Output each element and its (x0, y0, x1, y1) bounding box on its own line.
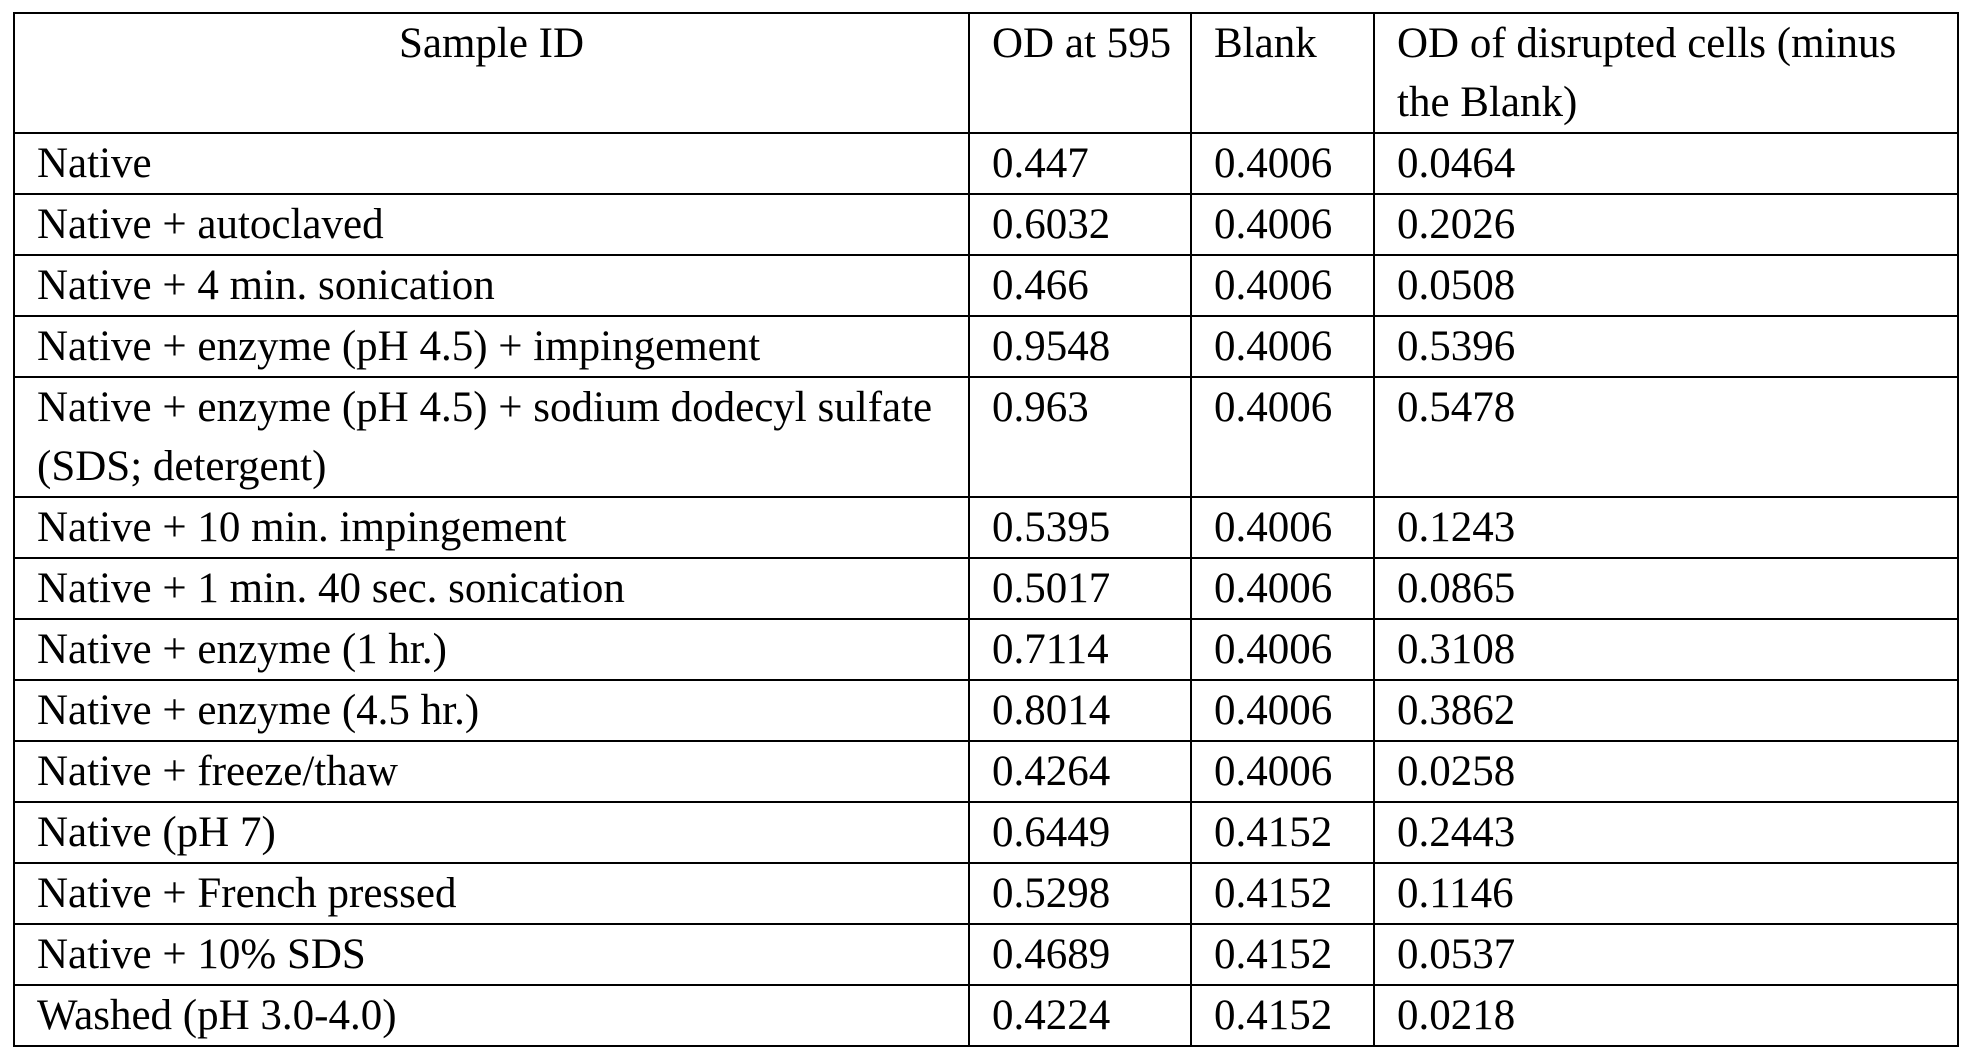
value-cell: 0.0508 (1374, 255, 1958, 316)
table-row: Washed (pH 3.0-4.0)0.42240.41520.0218 (14, 985, 1958, 1046)
table-row: Native + enzyme (1 hr.)0.71140.40060.310… (14, 619, 1958, 680)
value-cell: 0.1146 (1374, 863, 1958, 924)
value-cell: 0.4006 (1191, 741, 1374, 802)
table-row: Native (pH 7)0.64490.41520.2443 (14, 802, 1958, 863)
table-row: Native0.4470.40060.0464 (14, 133, 1958, 194)
value-cell: 0.4006 (1191, 497, 1374, 558)
table-row: Native + 10 min. impingement0.53950.4006… (14, 497, 1958, 558)
table-row: Native + freeze/thaw0.42640.40060.0258 (14, 741, 1958, 802)
value-cell: 0.6449 (969, 802, 1191, 863)
value-cell: 0.6032 (969, 194, 1191, 255)
sample-cell: Native + enzyme (pH 4.5) + impingement (14, 316, 969, 377)
value-cell: 0.4006 (1191, 133, 1374, 194)
value-cell: 0.9548 (969, 316, 1191, 377)
header-cell: Sample ID (14, 13, 969, 133)
table-row: Native + 10% SDS0.46890.41520.0537 (14, 924, 1958, 985)
table-row: Native + French pressed0.52980.41520.114… (14, 863, 1958, 924)
sample-cell: Native + enzyme (4.5 hr.) (14, 680, 969, 741)
value-cell: 0.0865 (1374, 558, 1958, 619)
value-cell: 0.3862 (1374, 680, 1958, 741)
value-cell: 0.8014 (969, 680, 1191, 741)
value-cell: 0.4006 (1191, 255, 1374, 316)
value-cell: 0.4006 (1191, 316, 1374, 377)
value-cell: 0.4006 (1191, 619, 1374, 680)
sample-cell: Native + 1 min. 40 sec. sonication (14, 558, 969, 619)
value-cell: 0.5298 (969, 863, 1191, 924)
value-cell: 0.5478 (1374, 377, 1958, 497)
table-body: Native0.4470.40060.0464Native + autoclav… (14, 133, 1958, 1046)
value-cell: 0.447 (969, 133, 1191, 194)
table-row: Native + enzyme (pH 4.5) + sodium dodecy… (14, 377, 1958, 497)
table-header: Sample IDOD at 595BlankOD of disrupted c… (14, 13, 1958, 133)
value-cell: 0.4006 (1191, 194, 1374, 255)
value-cell: 0.7114 (969, 619, 1191, 680)
table-row: Native + enzyme (4.5 hr.)0.80140.40060.3… (14, 680, 1958, 741)
sample-cell: Native + 10% SDS (14, 924, 969, 985)
value-cell: 0.466 (969, 255, 1191, 316)
table-row: Native + 4 min. sonication0.4660.40060.0… (14, 255, 1958, 316)
sample-cell: Native + freeze/thaw (14, 741, 969, 802)
sample-cell: Native (14, 133, 969, 194)
value-cell: 0.3108 (1374, 619, 1958, 680)
sample-cell: Native + autoclaved (14, 194, 969, 255)
value-cell: 0.0537 (1374, 924, 1958, 985)
value-cell: 0.963 (969, 377, 1191, 497)
sample-cell: Native + 10 min. impingement (14, 497, 969, 558)
header-cell: Blank (1191, 13, 1374, 133)
value-cell: 0.4689 (969, 924, 1191, 985)
data-table: Sample IDOD at 595BlankOD of disrupted c… (13, 12, 1959, 1047)
value-cell: 0.4152 (1191, 924, 1374, 985)
value-cell: 0.5395 (969, 497, 1191, 558)
value-cell: 0.4006 (1191, 377, 1374, 497)
value-cell: 0.2443 (1374, 802, 1958, 863)
value-cell: 0.1243 (1374, 497, 1958, 558)
value-cell: 0.4006 (1191, 558, 1374, 619)
value-cell: 0.4264 (969, 741, 1191, 802)
sample-cell: Native + 4 min. sonication (14, 255, 969, 316)
value-cell: 0.4224 (969, 985, 1191, 1046)
sample-cell: Native (pH 7) (14, 802, 969, 863)
header-cell: OD at 595 (969, 13, 1191, 133)
header-cell: OD of disrupted cells (minus the Blank) (1374, 13, 1958, 133)
value-cell: 0.4152 (1191, 802, 1374, 863)
table-row: Native + enzyme (pH 4.5) + impingement0.… (14, 316, 1958, 377)
value-cell: 0.0464 (1374, 133, 1958, 194)
sample-cell: Native + enzyme (1 hr.) (14, 619, 969, 680)
sample-cell: Native + enzyme (pH 4.5) + sodium dodecy… (14, 377, 969, 497)
value-cell: 0.0218 (1374, 985, 1958, 1046)
table-row: Native + autoclaved0.60320.40060.2026 (14, 194, 1958, 255)
value-cell: 0.4006 (1191, 680, 1374, 741)
value-cell: 0.4152 (1191, 985, 1374, 1046)
value-cell: 0.0258 (1374, 741, 1958, 802)
value-cell: 0.4152 (1191, 863, 1374, 924)
value-cell: 0.2026 (1374, 194, 1958, 255)
sample-cell: Native + French pressed (14, 863, 969, 924)
value-cell: 0.5017 (969, 558, 1191, 619)
sample-cell: Washed (pH 3.0-4.0) (14, 985, 969, 1046)
value-cell: 0.5396 (1374, 316, 1958, 377)
header-row: Sample IDOD at 595BlankOD of disrupted c… (14, 13, 1958, 133)
table-row: Native + 1 min. 40 sec. sonication0.5017… (14, 558, 1958, 619)
